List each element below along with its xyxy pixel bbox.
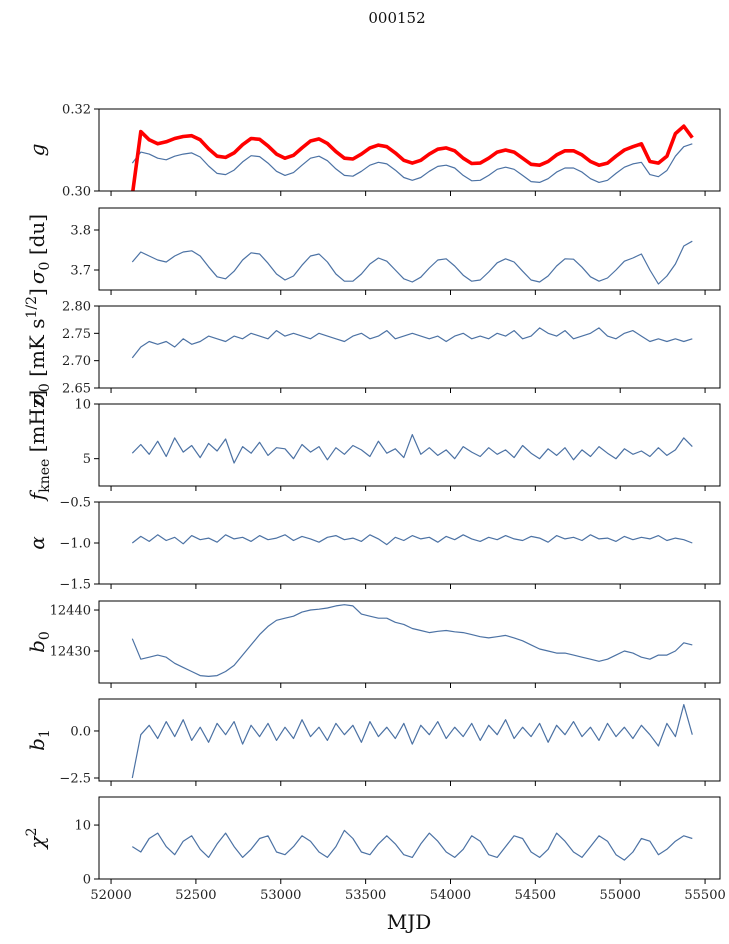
y-tick-label: −1.0 xyxy=(59,537,91,552)
series-group xyxy=(131,829,693,861)
y-tick-label: 12430 xyxy=(50,645,91,660)
axes-frame xyxy=(98,108,721,192)
y-axis-label-fknee: fknee​ [mHz] xyxy=(25,390,53,502)
y-tick-label: 2.80 xyxy=(62,300,91,315)
y-axis-label-sigma0_mK: σ0​ [mK s1/2​] xyxy=(24,288,53,406)
subplots: 0.30 0.32 g 3.7 3.8 σ0​ [du] 2.65 2.70 2.75 2.80 σ… xyxy=(24,103,726,904)
y-tick-label: 0.32 xyxy=(62,103,91,118)
axes-frame xyxy=(98,698,721,782)
y-tick-label: 2.70 xyxy=(62,354,91,369)
axes-frame xyxy=(98,600,721,684)
x-tick-label: 54500 xyxy=(515,888,556,903)
series-group xyxy=(131,240,693,285)
panel-chi2: 52000 52500 53000 53500 54000 54500 55000 55500… xyxy=(24,796,726,903)
axes-frame xyxy=(98,207,721,291)
series-line-g_model xyxy=(131,124,694,191)
y-tick-label: 3.7 xyxy=(70,264,91,279)
y-axis-label-b0: b0​ xyxy=(25,631,53,653)
x-tick-label: 52500 xyxy=(175,888,216,903)
y-tick-label: 10 xyxy=(74,819,91,834)
series-line-alpha xyxy=(131,534,693,546)
y-tick-label: 2.65 xyxy=(62,382,91,397)
y-tick-label: −1.5 xyxy=(59,578,91,593)
x-tick-label: 55000 xyxy=(600,888,641,903)
y-tick-label: −0.5 xyxy=(59,496,91,511)
x-tick-label: 54000 xyxy=(430,888,471,903)
y-tick-label: 0.30 xyxy=(62,185,91,200)
y-tick-label: 0 xyxy=(83,873,91,888)
panel-alpha: −1.5 −1.0 −0.5 α xyxy=(25,496,721,593)
panel-fknee: 5 10 fknee​ [mHz] xyxy=(25,390,721,502)
x-axis-label: MJD xyxy=(387,910,432,934)
series-group xyxy=(131,534,693,546)
y-tick-label: 5 xyxy=(83,452,91,467)
x-tick-label: 55500 xyxy=(684,888,725,903)
x-tick-label: 52000 xyxy=(90,888,131,903)
series-group xyxy=(131,327,693,359)
series-group xyxy=(131,124,694,191)
y-tick-label: 3.8 xyxy=(70,224,91,239)
series-line-chi2 xyxy=(131,829,693,861)
y-tick-label: 10 xyxy=(74,398,91,413)
series-line-b1 xyxy=(131,703,693,779)
chart-title: 000152 xyxy=(368,9,425,27)
panel-sigma0_mK: 2.65 2.70 2.75 2.80 σ0​ [mK s1/2​] xyxy=(24,288,721,406)
y-axis-label-alpha: α xyxy=(25,536,49,550)
panel-g: 0.30 0.32 g xyxy=(25,103,721,200)
panel-b0: 12430 12440 b0​ xyxy=(25,600,721,688)
axes-frame xyxy=(98,305,721,389)
series-line-fknee xyxy=(131,434,693,464)
series-group xyxy=(131,703,693,779)
x-tick-label: 53000 xyxy=(260,888,301,903)
panel-b1: −2.5 0.0 b1​ xyxy=(25,698,721,786)
y-axis-label-b1: b1​ xyxy=(25,729,53,751)
x-tick-label: 53500 xyxy=(345,888,386,903)
series-line-b0 xyxy=(131,604,693,678)
y-axis-label-sigma0_du: σ0​ [du] xyxy=(25,214,53,284)
series-line-sigma0_du xyxy=(131,240,693,285)
y-tick-label: −2.5 xyxy=(59,771,91,786)
y-tick-label: 2.75 xyxy=(62,327,91,342)
y-axis-label-g: g xyxy=(25,144,49,157)
y-axis-label-chi2: χ2​ xyxy=(24,827,49,850)
panel-sigma0_du: 3.7 3.8 σ0​ [du] xyxy=(25,207,721,295)
y-tick-label: 12440 xyxy=(50,604,91,619)
axes-frame xyxy=(98,796,721,880)
series-group xyxy=(131,604,693,678)
axes-frame xyxy=(98,403,721,487)
series-line-g xyxy=(131,143,693,183)
series-line-sigma0_mK xyxy=(131,327,693,359)
series-group xyxy=(131,434,693,464)
axes-frame xyxy=(98,501,721,585)
y-tick-label: 0.0 xyxy=(70,724,91,739)
